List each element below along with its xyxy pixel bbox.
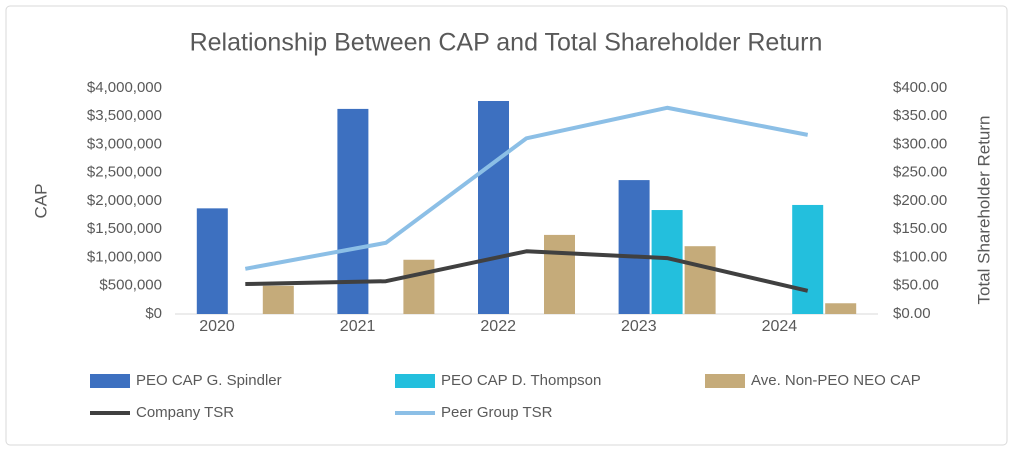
y-tick-label: $2,500,000: [87, 164, 162, 181]
line-series: [245, 249, 809, 293]
y2-tick-label: $50.00: [893, 277, 939, 294]
bar: [544, 234, 575, 314]
x-tick-label: 2021: [340, 318, 376, 335]
y2-tick-label: $350.00: [893, 107, 947, 124]
y-tick-label: $2,000,000: [87, 192, 162, 209]
x-tick-label: 2024: [762, 318, 798, 335]
y-tick-label: $3,000,000: [87, 135, 162, 152]
x-tick-label: 2022: [480, 318, 516, 335]
y-tick-label: $4,000,000: [87, 79, 162, 96]
y-tick-label: $0: [145, 305, 162, 322]
y2-tick-label: $200.00: [893, 192, 947, 209]
bar: [792, 204, 824, 314]
bar: [618, 180, 650, 314]
y-tick-label: $3,500,000: [87, 107, 162, 124]
legend-label: Company TSR: [136, 404, 234, 421]
line-series: [244, 105, 809, 271]
y2-tick-label: $400.00: [893, 79, 947, 96]
y2-axis-title: Total Shareholder Return: [974, 115, 993, 304]
y2-tick-label: $150.00: [893, 220, 947, 237]
y-tick-label: $500,000: [99, 277, 162, 294]
bar: [478, 100, 509, 315]
y2-tick-label: $300.00: [893, 135, 947, 152]
legend-label: PEO CAP G. Spindler: [136, 372, 282, 389]
y-tick-label: $1,500,000: [87, 220, 162, 237]
y2-tick-label: $250.00: [893, 164, 947, 181]
bar: [825, 303, 857, 314]
y-tick-label: $1,000,000: [87, 248, 162, 265]
legend-swatch: [705, 374, 745, 388]
y2-tick-label: $0.00: [893, 305, 931, 322]
bar: [196, 208, 228, 314]
bar: [684, 246, 716, 314]
chart-title: Relationship Between CAP and Total Share…: [190, 29, 823, 57]
legend-swatch: [395, 374, 435, 388]
legend-label: Ave. Non-PEO NEO CAP: [751, 372, 921, 389]
x-tick-label: 2023: [621, 318, 657, 335]
y-axis-title: CAP: [31, 184, 50, 219]
bar: [403, 259, 435, 314]
legend-label: Peer Group TSR: [441, 404, 553, 421]
x-tick-label: 2020: [199, 318, 235, 335]
bar: [262, 285, 294, 314]
legend-label: PEO CAP D. Thompson: [441, 372, 601, 389]
legend-swatch: [90, 374, 130, 388]
y2-tick-label: $100.00: [893, 248, 947, 265]
